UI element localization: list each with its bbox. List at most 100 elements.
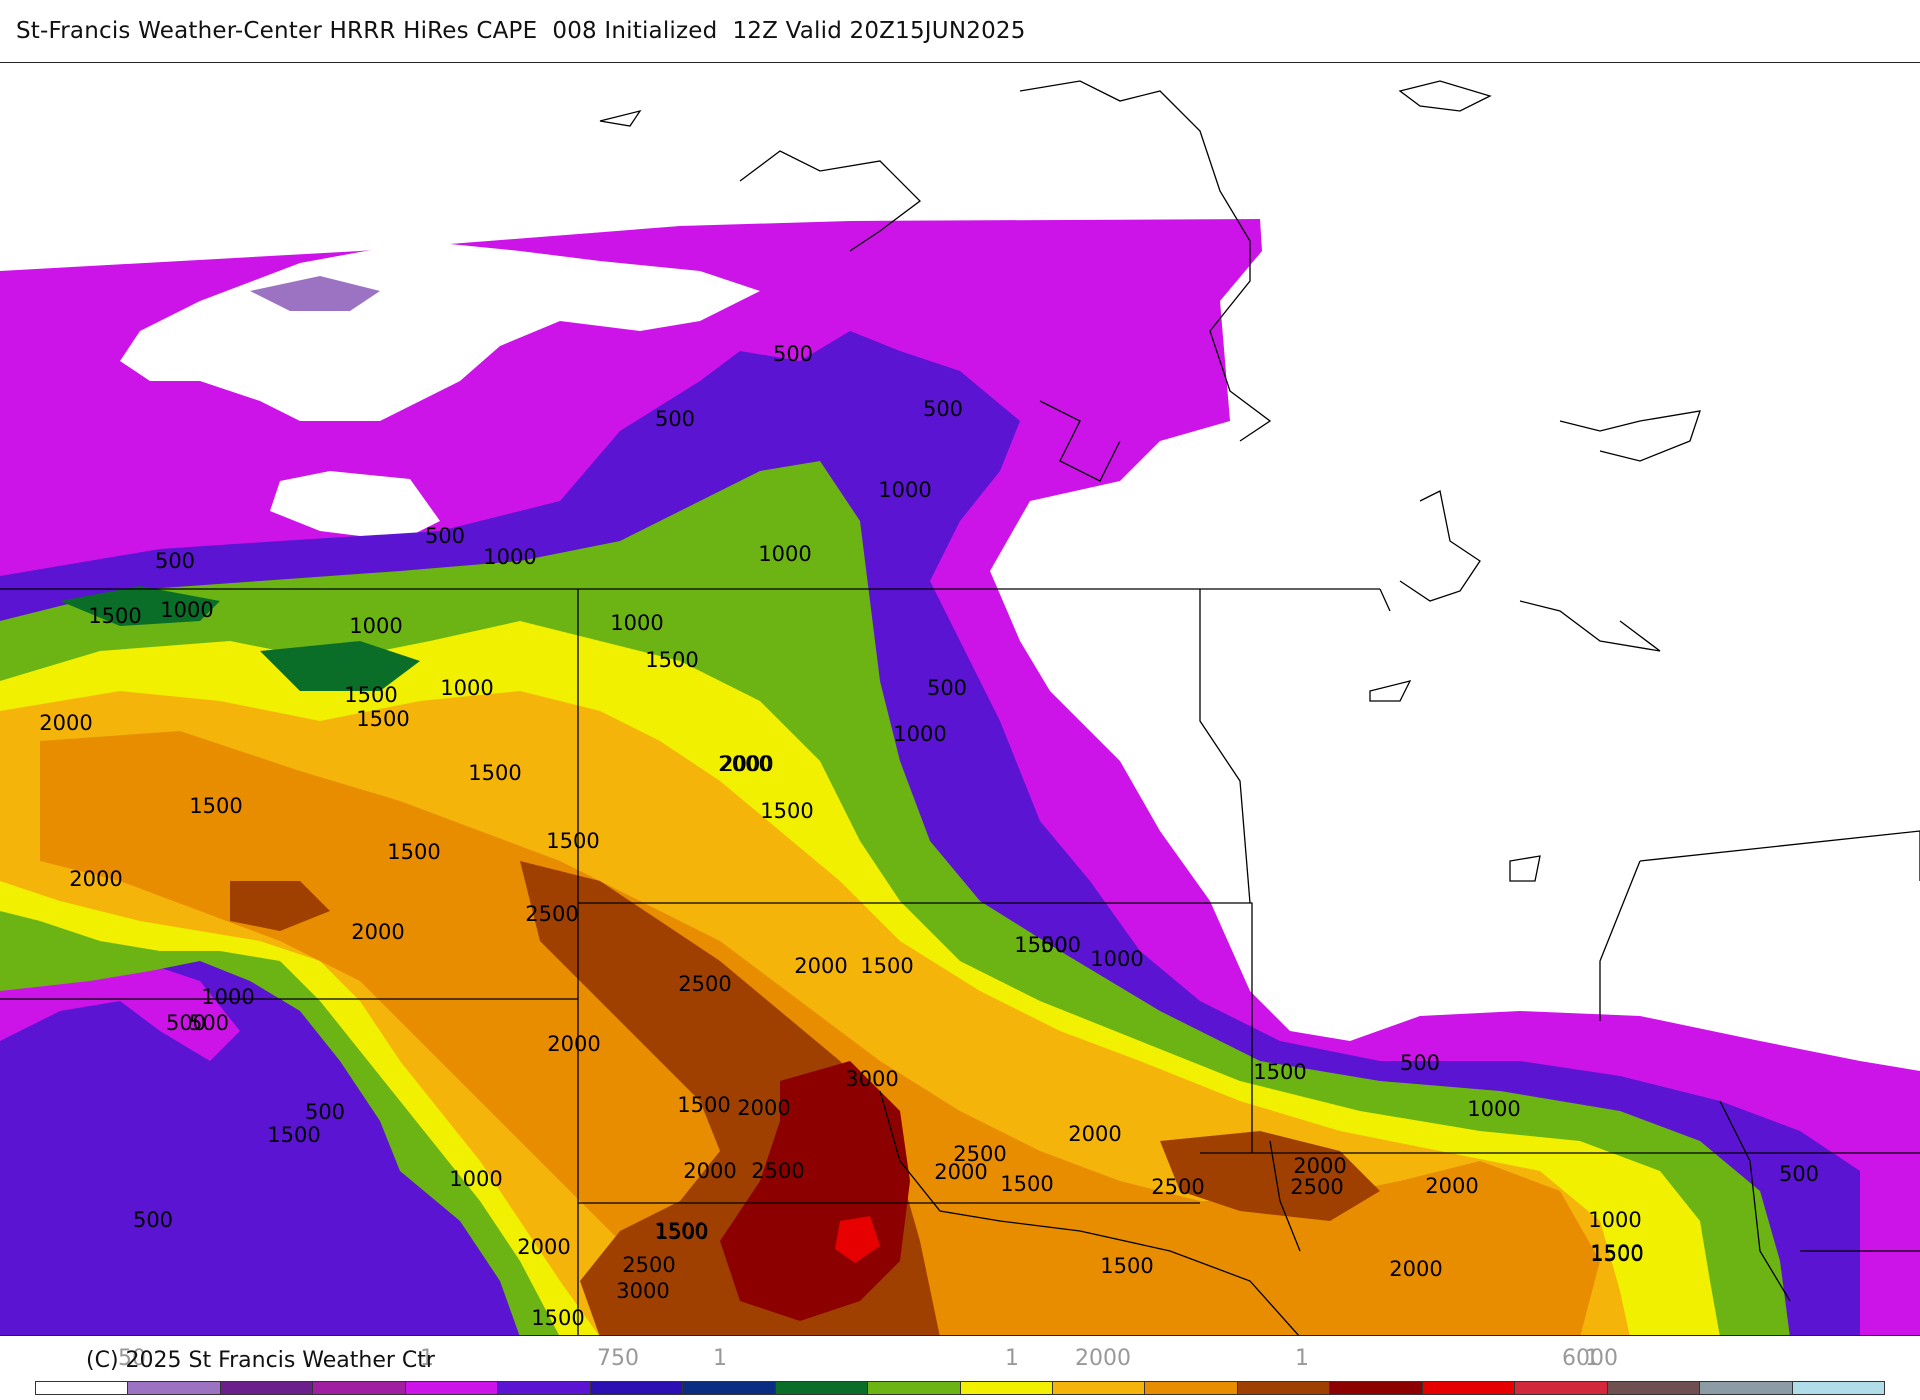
contour-label: 500: [189, 1011, 229, 1035]
contour-label: 1500: [645, 648, 698, 672]
contour-label: 2000: [683, 1159, 736, 1183]
contour-label: 1500: [531, 1306, 584, 1330]
contour-label: 2000: [934, 1160, 987, 1184]
contour-label: 2000: [547, 1032, 600, 1056]
cape-field-green-pocket-2: [260, 641, 420, 691]
colorbar-tick-label: 1: [420, 1346, 434, 1371]
colorbar-swatch: [1607, 1382, 1701, 1394]
contour-label: 2500: [1151, 1175, 1204, 1199]
contour-label: 1000: [440, 676, 493, 700]
colorbar-tick-label: 50: [118, 1346, 146, 1371]
colorbar-tick-labels: 50 1 750 1 1 2000 1 6000 1: [0, 1340, 1920, 1371]
contour-label: 500: [155, 549, 195, 573]
contour-label: 1000: [610, 611, 663, 635]
contour-label: 500: [133, 1208, 173, 1232]
colorbar-swatch: [1700, 1382, 1793, 1394]
contour-label: 1500: [860, 954, 913, 978]
contour-label: 2500: [751, 1159, 804, 1183]
contour-label: 500: [425, 524, 465, 548]
copyright-notice: (C) 2025 St Francis Weather Ctr: [86, 1348, 435, 1373]
contour-label: 2000: [1068, 1122, 1121, 1146]
contour-label: 1500: [546, 829, 599, 853]
colorbar-tick-label: 1: [1295, 1346, 1309, 1371]
contour-label: 500: [923, 397, 963, 421]
colorbar-swatch: [36, 1382, 129, 1394]
contour-label: 1500: [760, 799, 813, 823]
contour-label: 1000: [201, 985, 254, 1009]
contour-label: 1000: [878, 478, 931, 502]
contour-label: 1500: [356, 707, 409, 731]
contour-label: 1000: [349, 614, 402, 638]
contour-label: 1500: [677, 1093, 730, 1117]
contour-label: 1500: [267, 1123, 320, 1147]
contour-label: 1500: [88, 604, 141, 628]
contour-label: 3000: [616, 1279, 669, 1303]
contour-label: 1500: [1014, 933, 1067, 957]
contour-label: 2000: [351, 920, 404, 944]
contour-label: 2000: [718, 752, 771, 776]
contour-label: 2000: [69, 867, 122, 891]
contour-label: 1500: [344, 683, 397, 707]
contour-label: 1000: [893, 722, 946, 746]
cape-map: 500 500 500 500 500 1000 1000 1000 1500 1000 1000 1…: [0, 62, 1920, 1336]
colorbar-swatch: [1237, 1382, 1331, 1394]
contour-label: 1000: [160, 598, 213, 622]
contour-label: 1500: [189, 794, 242, 818]
contour-label: 500: [927, 676, 967, 700]
contour-label: 1500: [1590, 1242, 1643, 1266]
contour-label: 1500: [1590, 1241, 1643, 1265]
contour-label: 500: [773, 342, 813, 366]
colorbar-swatch: [220, 1382, 314, 1394]
colorbar-swatch: [313, 1382, 406, 1394]
contour-label: 2500: [678, 972, 731, 996]
colorbar-swatch: [1145, 1382, 1238, 1394]
contour-label: 2000: [1293, 1154, 1346, 1178]
colorbar-swatch: [1330, 1382, 1423, 1394]
colorbar-swatch: [128, 1382, 221, 1394]
colorbar-swatch: [868, 1382, 961, 1394]
contour-label: 1500: [1253, 1060, 1306, 1084]
contour-label: 500: [166, 1011, 206, 1035]
contour-label: 2500: [1290, 1175, 1343, 1199]
contour-label: 2500: [622, 1253, 675, 1277]
contour-label: 500: [1041, 933, 1081, 957]
contour-label: 2000: [517, 1235, 570, 1259]
contour-label: 1000: [483, 545, 536, 569]
contour-label: 1000: [1588, 1208, 1641, 1232]
colorbar-tick-label: 750: [597, 1346, 639, 1371]
colorbar-swatch: [1052, 1382, 1146, 1394]
contour-label: 1500: [387, 840, 440, 864]
contour-label: 2000: [737, 1096, 790, 1120]
contour-label: 1000: [1467, 1097, 1520, 1121]
chart-title: St-Francis Weather-Center HRRR HiRes CAP…: [16, 18, 1026, 44]
colorbar-swatch: [683, 1382, 776, 1394]
contour-label: 2000: [720, 752, 773, 776]
colorbar-tick-label: 1: [1585, 1346, 1599, 1371]
contour-label: 2000: [1425, 1174, 1478, 1198]
colorbar-swatch: [590, 1382, 684, 1394]
colorbar-swatch: [498, 1382, 591, 1394]
contour-label: 1000: [449, 1167, 502, 1191]
contour-label: 1500: [655, 1220, 708, 1244]
colorbar-swatch: [960, 1382, 1053, 1394]
contour-label: 1500: [1100, 1254, 1153, 1278]
cape-zero-area-2: [270, 471, 440, 541]
contour-label: 2500: [953, 1142, 1006, 1166]
contour-label: 500: [305, 1100, 345, 1124]
colorbar-tick-label: 6000: [1562, 1346, 1618, 1371]
colorbar-swatch: [1792, 1382, 1885, 1394]
cape-field-red: [835, 1216, 880, 1263]
colorbar-tick-label: 1: [713, 1346, 727, 1371]
colorbar-tick-label: 1: [1005, 1346, 1019, 1371]
geography-lines: [0, 80, 1920, 1335]
cape-field-green-pocket: [60, 586, 220, 626]
contour-label: 500: [655, 407, 695, 431]
contour-label: 500: [1779, 1162, 1819, 1186]
contour-label: 2000: [1389, 1257, 1442, 1281]
colorbar-tick-label: 2000: [1075, 1346, 1131, 1371]
contour-label: 1500: [654, 1219, 707, 1243]
colorbar: [35, 1381, 1885, 1395]
colorbar-swatch: [1515, 1382, 1608, 1394]
